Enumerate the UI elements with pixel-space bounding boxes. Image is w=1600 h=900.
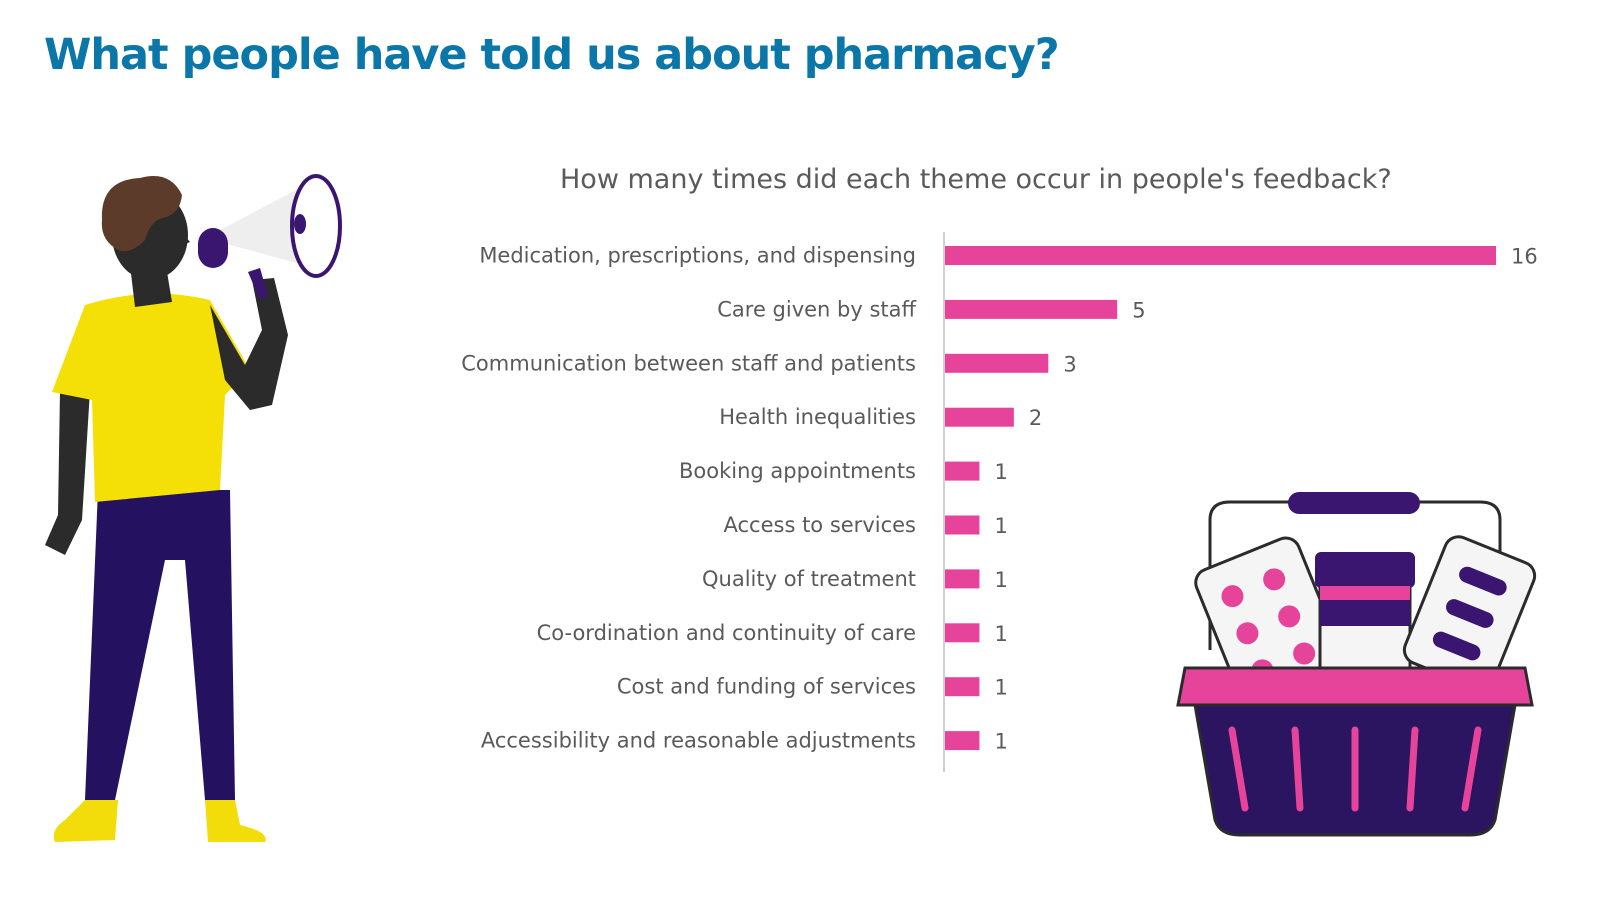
bar (945, 515, 980, 535)
right-shoe (205, 800, 266, 842)
bar (945, 299, 1118, 319)
person-with-megaphone-illustration (45, 174, 342, 842)
nose (180, 230, 190, 246)
pill-blister-right (1402, 535, 1537, 691)
category-label: Care given by staff (717, 297, 916, 321)
category-label: Access to services (724, 513, 917, 537)
data-label: 5 (1132, 298, 1145, 322)
data-label: 1 (994, 676, 1007, 700)
data-label: 1 (994, 514, 1007, 538)
category-label: Communication between staff and patients (461, 351, 916, 375)
basket-slats (1228, 726, 1482, 812)
left-shoe (53, 800, 118, 842)
data-label: 3 (1063, 352, 1076, 376)
page-title: What people have told us about pharmacy? (44, 30, 1060, 80)
category-label: Health inequalities (719, 405, 916, 429)
pill-bottle (1315, 552, 1415, 677)
bar (945, 677, 980, 697)
megaphone-icon (198, 174, 342, 300)
data-label: 1 (994, 460, 1007, 484)
shirt (52, 293, 250, 502)
data-label: 2 (1029, 406, 1042, 430)
category-label: Booking appointments (679, 459, 916, 483)
category-label: Medication, prescriptions, and dispensin… (479, 244, 916, 268)
bar (945, 731, 980, 751)
data-label: 1 (994, 568, 1007, 592)
data-label: 16 (1511, 245, 1538, 269)
bar (945, 461, 980, 481)
bar (945, 353, 1049, 373)
category-label: Quality of treatment (702, 567, 916, 591)
right-arm (210, 278, 288, 410)
trousers (85, 490, 235, 800)
chart-title: How many times did each theme occur in p… (560, 164, 1392, 195)
category-label: Cost and funding of services (617, 675, 916, 699)
basket-handle-grip (1288, 492, 1420, 514)
hair (101, 176, 182, 252)
data-label: 1 (994, 730, 1007, 754)
data-label: 1 (994, 622, 1007, 646)
left-arm (45, 390, 90, 555)
bar (945, 246, 1496, 265)
bar (945, 407, 1014, 427)
medicine-basket-illustration (1176, 492, 1537, 837)
basket-rim (1176, 666, 1534, 707)
bar (945, 623, 980, 643)
category-label: Co-ordination and continuity of care (537, 621, 916, 645)
category-label: Accessibility and reasonable adjustments (481, 729, 916, 753)
bar (945, 569, 980, 589)
